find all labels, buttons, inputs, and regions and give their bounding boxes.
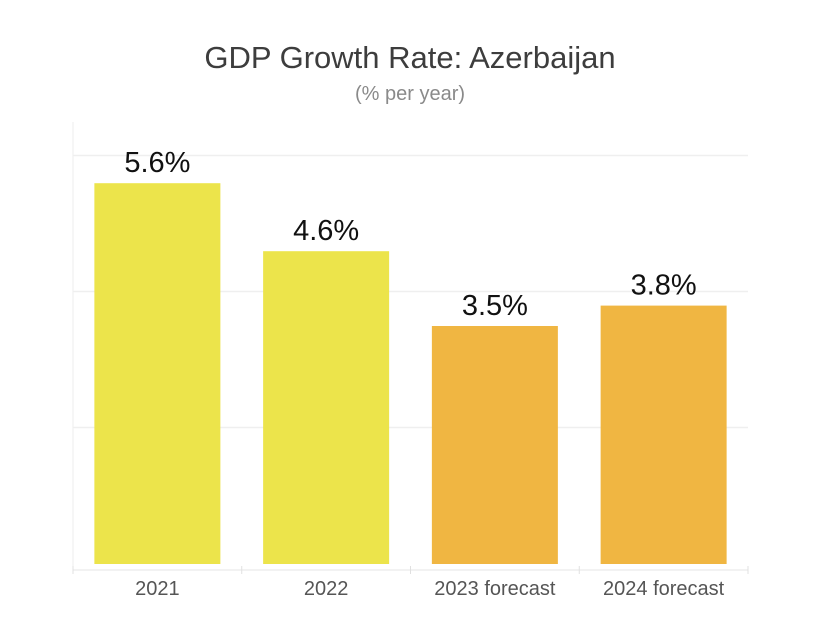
bar [431, 326, 558, 564]
bar [600, 305, 727, 564]
x-tick-label: 2023 forecast [434, 578, 556, 600]
x-tick-label: 2021 [135, 578, 180, 600]
x-tick-label: 2022 [304, 578, 349, 600]
data-label: 3.5% [462, 290, 528, 322]
data-label: 5.6% [124, 147, 190, 179]
data-label: 3.8% [631, 270, 697, 302]
bar [94, 183, 221, 564]
chart-subtitle: (% per year) [354, 83, 466, 105]
x-tick-label: 2024 forecast [603, 578, 725, 600]
chart-title: GDP Growth Rate: Azerbaijan [204, 40, 616, 75]
data-label: 4.6% [293, 215, 359, 247]
bar [263, 251, 390, 564]
